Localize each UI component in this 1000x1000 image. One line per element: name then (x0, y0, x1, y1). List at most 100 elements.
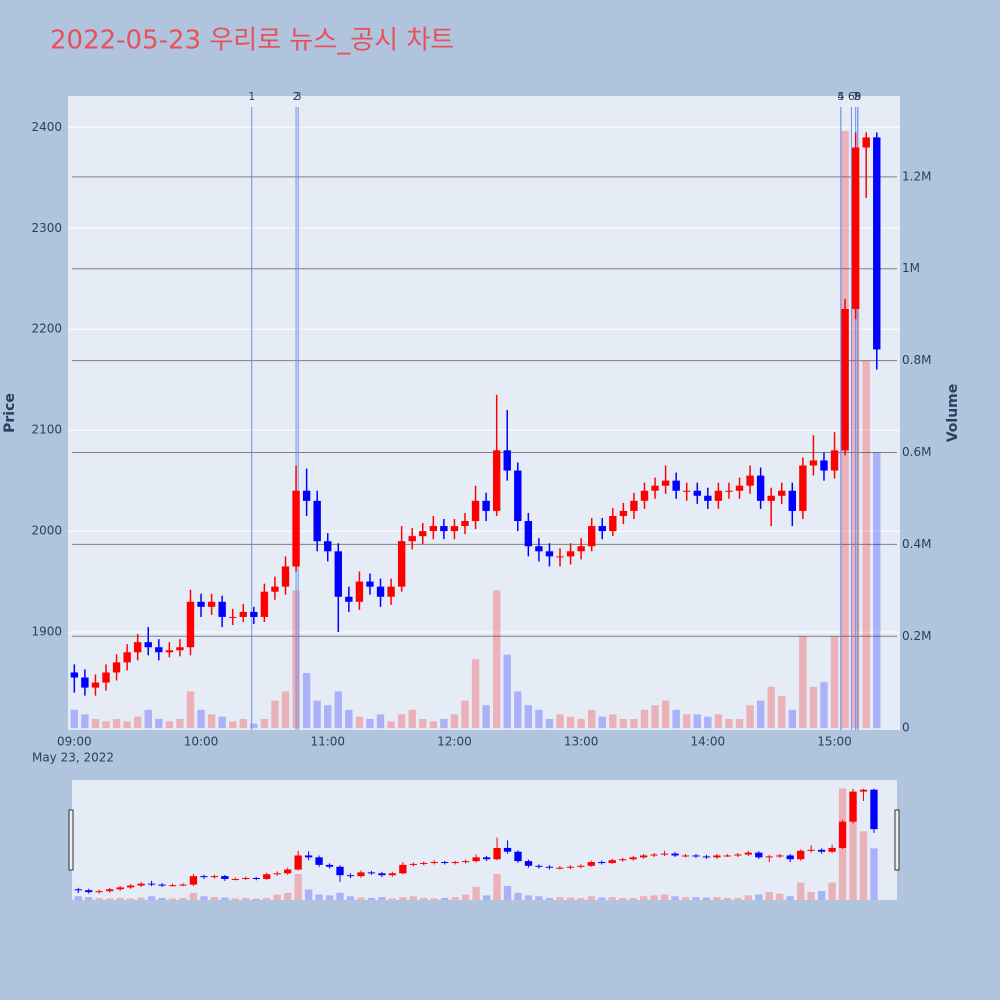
plot-area (68, 96, 900, 730)
volume-bar (229, 721, 237, 729)
y2-tick-label: 1.2M (902, 169, 931, 183)
volume-bar (345, 709, 353, 729)
candle-body (851, 147, 860, 310)
mini-volume-bar (639, 896, 648, 900)
volume-bar (334, 691, 342, 729)
news-label: 8 (854, 90, 861, 103)
mini-volume-bar (147, 896, 156, 900)
mini-candle-body (106, 889, 114, 892)
news-label: 3 (295, 90, 302, 103)
candle-body (862, 137, 870, 148)
volume-bar (545, 718, 554, 729)
mini-candle-body (116, 887, 124, 890)
volume-bar (440, 718, 448, 729)
candle-body (756, 475, 765, 501)
range-handle-right[interactable] (894, 809, 900, 871)
news-label: 1 (248, 90, 255, 103)
mini-volume-bar (116, 897, 124, 900)
mini-candle-body (430, 862, 438, 864)
mini-candle-body (598, 862, 606, 864)
volume-bar (260, 718, 269, 729)
mini-volume-bar (346, 896, 355, 900)
mini-candle-body (755, 852, 763, 858)
candle-body (429, 526, 438, 532)
volume-bar (102, 721, 110, 729)
candle-body (577, 546, 585, 552)
volume-bar (714, 714, 723, 729)
range-handle-left[interactable] (68, 809, 74, 871)
volume-bar (640, 709, 649, 729)
mini-volume-bar (210, 897, 219, 900)
volume-bar (661, 700, 670, 729)
volume-bar (873, 452, 881, 729)
candle-body (746, 475, 754, 486)
candle-body (313, 500, 321, 542)
mini-volume-bar (441, 897, 449, 900)
candle-body (155, 647, 163, 653)
volume-bar (112, 718, 121, 729)
volume-bar (577, 718, 585, 729)
mini-volume-bar (671, 896, 679, 900)
mini-volume-bar (650, 895, 658, 900)
mini-candle-body (660, 853, 669, 855)
mini-candle-body (503, 847, 512, 852)
candle-body (619, 510, 628, 516)
candle-body (324, 541, 332, 552)
candle-body (514, 470, 522, 522)
candle-body (123, 652, 131, 663)
mini-volume-bar (755, 894, 763, 900)
mini-candle-body (304, 855, 313, 858)
mini-candle-body (765, 856, 773, 858)
volume-bar (271, 700, 279, 729)
mini-volume-bar (608, 897, 616, 900)
mini-candle-body (608, 860, 616, 863)
mini-candle-body (734, 854, 742, 856)
mini-candle-body (681, 855, 690, 857)
mini-volume-bar (263, 897, 271, 900)
x-tick-label: 12:00 (437, 735, 472, 749)
volume-bar (239, 718, 247, 729)
mini-candle-body (514, 851, 522, 862)
volume-bar (419, 718, 427, 729)
candle-body (461, 521, 469, 527)
mini-candle-body (95, 891, 103, 893)
mini-candle-body (85, 890, 93, 893)
mini-volume-bar (776, 893, 784, 900)
mini-volume-bar (870, 848, 878, 900)
mini-volume-bar (503, 885, 512, 900)
candle-body (566, 551, 575, 557)
volume-bar (186, 691, 195, 729)
volume-bar (788, 709, 796, 729)
candle-body (535, 546, 543, 552)
mini-volume-bar (179, 897, 187, 900)
volume-bar (91, 718, 100, 729)
mini-volume-bar (535, 896, 543, 900)
candle-body (735, 485, 744, 491)
mini-candle-body (74, 889, 82, 891)
mini-volume-bar (744, 895, 752, 900)
mini-candle-body (786, 855, 794, 860)
volume-bar (324, 705, 332, 729)
mini-candle-body (137, 883, 145, 886)
candle-body (271, 586, 279, 592)
candle-body (112, 662, 121, 673)
volume-bar (471, 659, 480, 729)
mini-candle-body (493, 847, 501, 860)
candle-body (471, 500, 480, 522)
candle-body (651, 485, 659, 491)
candle-body (809, 460, 818, 466)
mini-candle-body (367, 872, 376, 874)
volume-bar (123, 721, 131, 729)
y-axis-title: Price (2, 393, 18, 433)
mini-volume-bar (273, 894, 281, 900)
mini-volume-bar (200, 896, 208, 900)
mini-candle-body (639, 855, 648, 858)
mini-volume-bar (577, 897, 585, 900)
mini-volume-bar (702, 897, 711, 900)
candle-body (788, 490, 796, 511)
news-label: 9 (854, 90, 861, 103)
x-tick-label: 14:00 (691, 735, 726, 749)
range-slider[interactable] (72, 780, 897, 900)
mini-volume-bar (168, 898, 177, 900)
candle-body (524, 521, 533, 547)
